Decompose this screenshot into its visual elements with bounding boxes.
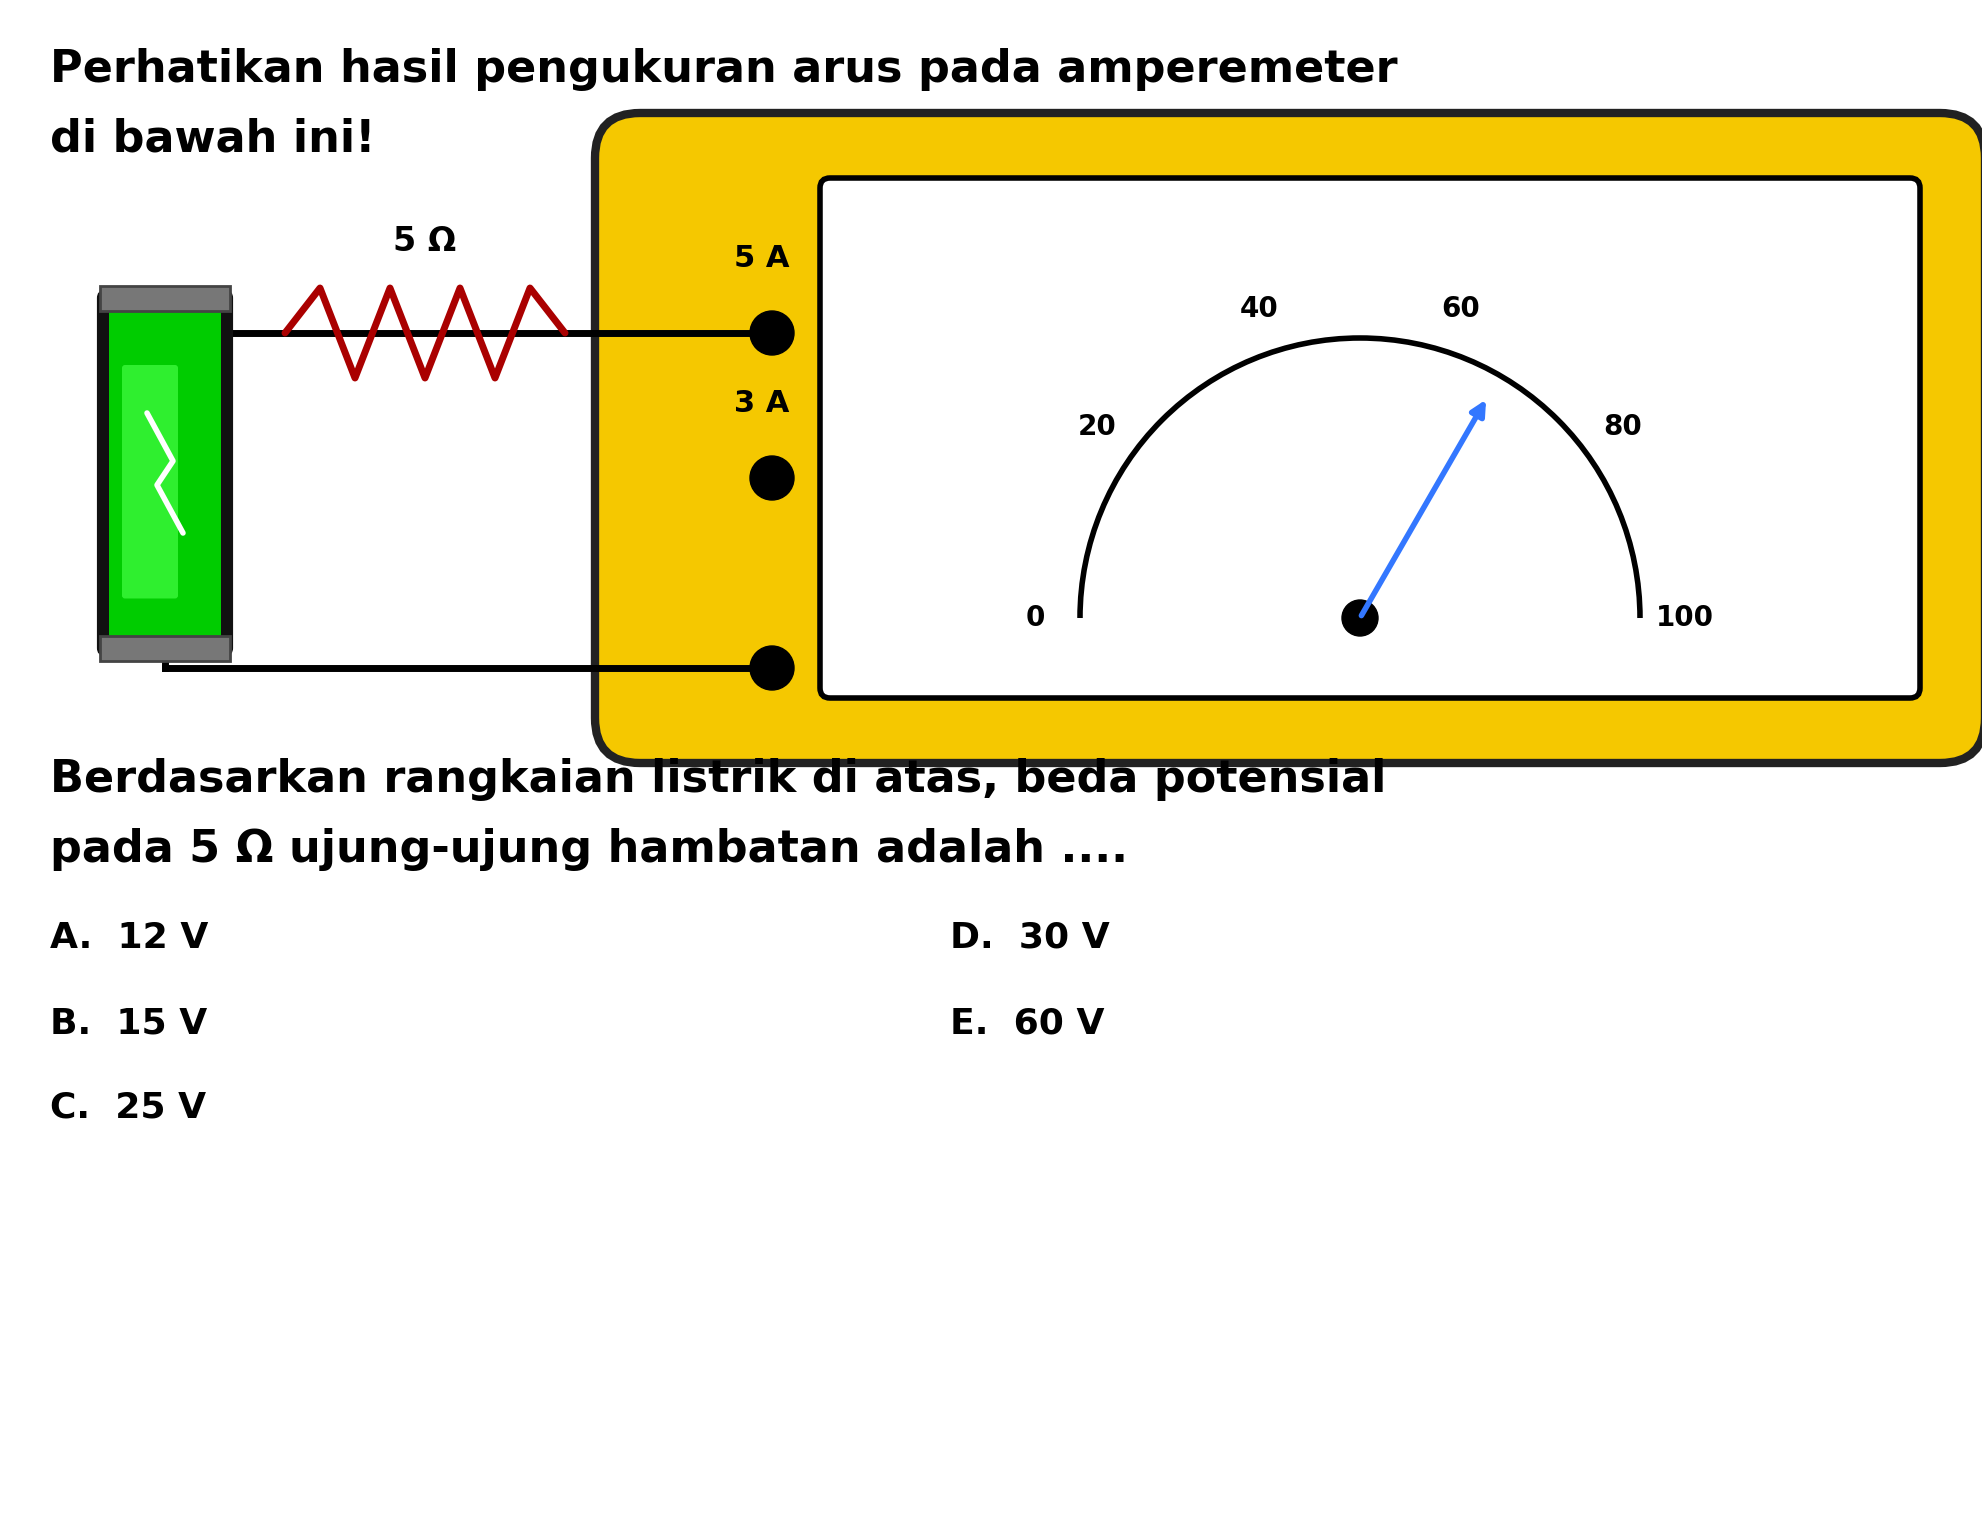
FancyBboxPatch shape <box>123 365 178 598</box>
Text: E.  60 V: E. 60 V <box>949 1006 1104 1040</box>
Text: Perhatikan hasil pengukuran arus pada amperemeter: Perhatikan hasil pengukuran arus pada am… <box>50 48 1397 91</box>
Text: C.  25 V: C. 25 V <box>50 1090 206 1124</box>
Text: D.  30 V: D. 30 V <box>949 921 1110 955</box>
FancyBboxPatch shape <box>821 178 1919 698</box>
Text: pada 5 Ω ujung-ujung hambatan adalah ....: pada 5 Ω ujung-ujung hambatan adalah ...… <box>50 827 1128 871</box>
FancyBboxPatch shape <box>99 292 230 654</box>
Text: 40: 40 <box>1239 295 1278 323</box>
FancyBboxPatch shape <box>109 301 220 644</box>
Text: B.  15 V: B. 15 V <box>50 1006 208 1040</box>
Circle shape <box>1342 600 1377 637</box>
Text: 100: 100 <box>1655 604 1712 632</box>
Text: A.  12 V: A. 12 V <box>50 921 208 955</box>
Text: 3 A: 3 A <box>733 389 789 418</box>
Text: 80: 80 <box>1603 414 1641 441</box>
Bar <box>99 286 230 311</box>
Text: di bawah ini!: di bawah ini! <box>50 118 375 161</box>
Text: Berdasarkan rangkaian listrik di atas, beda potensial: Berdasarkan rangkaian listrik di atas, b… <box>50 758 1385 801</box>
Text: 20: 20 <box>1076 414 1116 441</box>
Circle shape <box>749 311 793 355</box>
Circle shape <box>749 455 793 500</box>
FancyBboxPatch shape <box>595 112 1982 763</box>
Text: 5 Ω: 5 Ω <box>392 225 456 258</box>
Circle shape <box>749 646 793 691</box>
Text: 5 A: 5 A <box>733 245 789 274</box>
Text: 60: 60 <box>1441 295 1479 323</box>
Text: 0: 0 <box>1025 604 1045 632</box>
Bar <box>99 635 230 660</box>
